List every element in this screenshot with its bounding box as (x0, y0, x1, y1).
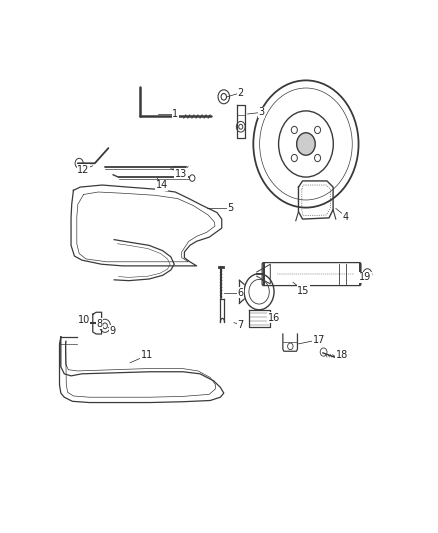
Text: 15: 15 (297, 286, 309, 295)
Text: 6: 6 (238, 288, 244, 298)
FancyBboxPatch shape (262, 263, 361, 286)
Text: 9: 9 (110, 326, 116, 336)
Text: 14: 14 (155, 180, 168, 190)
Text: 8: 8 (96, 319, 102, 329)
Polygon shape (78, 318, 87, 322)
Text: 16: 16 (268, 312, 280, 322)
Text: 19: 19 (359, 272, 371, 282)
Text: 12: 12 (78, 165, 90, 175)
Text: 10: 10 (78, 316, 90, 326)
Text: 13: 13 (175, 168, 187, 179)
Text: 18: 18 (336, 350, 348, 360)
Text: 7: 7 (238, 320, 244, 330)
Text: 1: 1 (172, 109, 178, 119)
Circle shape (297, 133, 315, 155)
Text: 11: 11 (141, 350, 153, 360)
Text: 17: 17 (313, 335, 325, 345)
Text: 2: 2 (238, 88, 244, 98)
Text: 4: 4 (343, 212, 349, 222)
Text: 3: 3 (258, 107, 264, 117)
Text: 5: 5 (227, 204, 234, 213)
